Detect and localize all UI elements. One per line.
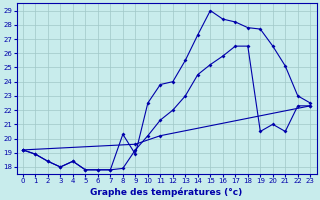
X-axis label: Graphe des températures (°c): Graphe des températures (°c) <box>91 187 243 197</box>
